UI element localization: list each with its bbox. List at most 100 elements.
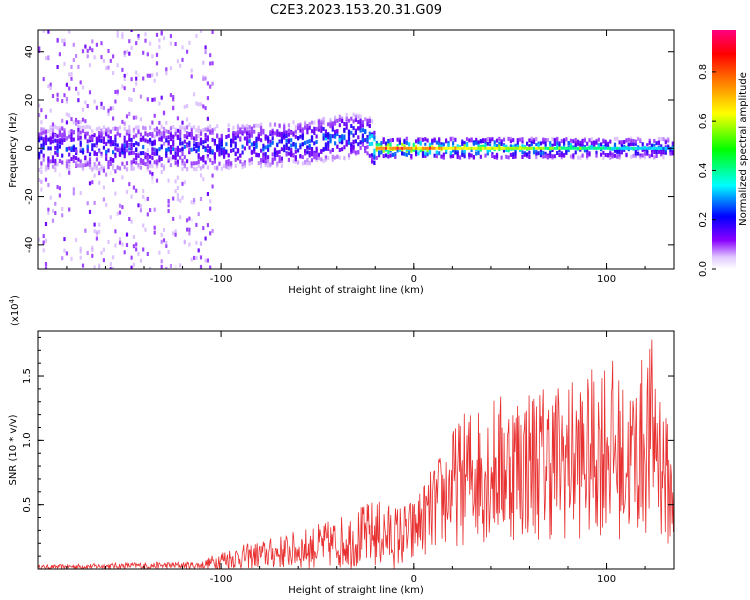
spectrogram-cell [602, 150, 605, 155]
spectrogram-cell [107, 139, 110, 144]
spectrogram-cell [565, 149, 568, 153]
spectrogram-cell [364, 117, 367, 122]
spectrogram-cell [174, 131, 177, 136]
spectrogram-cell [123, 73, 126, 78]
spectrogram-cell [93, 200, 96, 205]
spectrogram-cell [597, 146, 600, 150]
spectrogram-cell [368, 118, 371, 123]
spectrogram-cell [297, 126, 300, 131]
spectrogram-cell [329, 149, 332, 154]
spectrogram-cell [306, 123, 309, 128]
spectrogram-cell [146, 52, 149, 57]
spectrogram-cell [509, 136, 512, 141]
spectrogram-cell [58, 144, 61, 149]
spectrogram-cell [410, 154, 413, 158]
spectrogram-cell [361, 133, 364, 138]
spectrogram-cell [137, 36, 140, 41]
spectrogram-cell [241, 162, 244, 167]
spectrogram-cell [611, 146, 614, 150]
spectrogram-cell [98, 136, 101, 140]
spectrogram-cell [142, 247, 145, 252]
spectrogram-cell [202, 164, 205, 169]
spectrogram-cell [112, 150, 115, 155]
spectrogram-cell [181, 167, 184, 172]
spectrogram-cell [199, 129, 203, 134]
spectrogram-cell [211, 81, 214, 86]
spectrogram-cell [650, 149, 654, 153]
spectrogram-cell [315, 152, 318, 157]
spectrogram-cell [347, 155, 351, 160]
spectrogram-cell [347, 137, 351, 142]
spectrogram-cell [98, 149, 101, 154]
spectrogram-cell [176, 59, 179, 64]
spectrogram-cell [190, 161, 193, 166]
spectrogram-cell [398, 146, 401, 150]
spectrogram-cell [160, 170, 163, 175]
spectrogram-cell [357, 126, 360, 131]
spectrogram-cell [206, 81, 209, 86]
spectrogram-cell [653, 143, 656, 147]
spectrogram-cell [354, 139, 357, 144]
spectrogram-cell [109, 161, 112, 166]
spectrogram-cell [537, 151, 540, 156]
spectrogram-cell [313, 120, 316, 125]
spectrogram-cell [341, 147, 344, 152]
spectrogram-cell [495, 146, 499, 150]
spectrogram-cell [102, 145, 105, 150]
spectrogram-cell [186, 49, 189, 54]
spectrogram-cell [125, 140, 129, 145]
spectrogram-cell [211, 137, 214, 142]
spectrogram-cell [197, 141, 200, 146]
spectrogram-cell [361, 128, 364, 133]
spectrogram-cell [262, 158, 265, 163]
spectrogram-cell [79, 80, 82, 85]
spectrogram-cell [195, 222, 198, 227]
spectrogram-cell [199, 241, 203, 246]
spectrogram-cell [199, 197, 203, 201]
spectrogram-cell [593, 140, 596, 145]
spectrogram-cell [260, 131, 263, 136]
spectrogram-cell [602, 146, 605, 150]
spectrogram-cell [118, 166, 122, 171]
spectrogram-cell [56, 149, 59, 153]
spectrogram-cell [146, 158, 149, 163]
spectrogram-cell [516, 141, 519, 146]
spectrogram-cell [287, 132, 290, 137]
spectrogram-cell [202, 177, 205, 182]
spectrogram-cell [186, 135, 189, 140]
spectrogram-cell [660, 146, 663, 150]
spectrogram-cell [498, 141, 501, 146]
spectrogram-cell [551, 149, 554, 152]
spectrogram-cell [188, 122, 191, 127]
spectrogram-cell [146, 153, 149, 157]
spectrogram-cell [623, 148, 626, 152]
spectrogram-cell [463, 149, 466, 153]
spectrogram-cells [38, 30, 674, 269]
spectrogram-cell [72, 120, 75, 125]
spectrogram-cell [47, 162, 50, 167]
spectrogram-cell [479, 139, 482, 144]
spectrogram-cell [79, 120, 82, 125]
spectrogram-cell [125, 161, 129, 166]
spectrogram-cell [72, 187, 75, 192]
spectrogram-cell [123, 143, 126, 148]
spectrogram-cell [72, 146, 75, 151]
spectrogram-cell [195, 144, 198, 149]
spectrogram-cell [227, 123, 230, 128]
spectrogram-cell [84, 100, 87, 105]
spectrogram-cell [618, 152, 621, 157]
spectrogram-cell [278, 159, 281, 164]
spectrogram-cell [424, 146, 427, 150]
spectrogram-cell [165, 120, 168, 125]
spectrogram-cell [130, 160, 133, 165]
spectrogram-cell [361, 120, 364, 125]
spectrogram-cell [102, 168, 105, 173]
spectrogram-cell [382, 140, 385, 144]
spectrogram-cell [211, 149, 214, 154]
spectrogram-cell [657, 149, 660, 154]
spectrogram-cell [49, 136, 52, 141]
spectrogram-cell [248, 125, 251, 129]
spectrogram-cell [102, 125, 105, 130]
spectrogram-cell [378, 146, 381, 150]
